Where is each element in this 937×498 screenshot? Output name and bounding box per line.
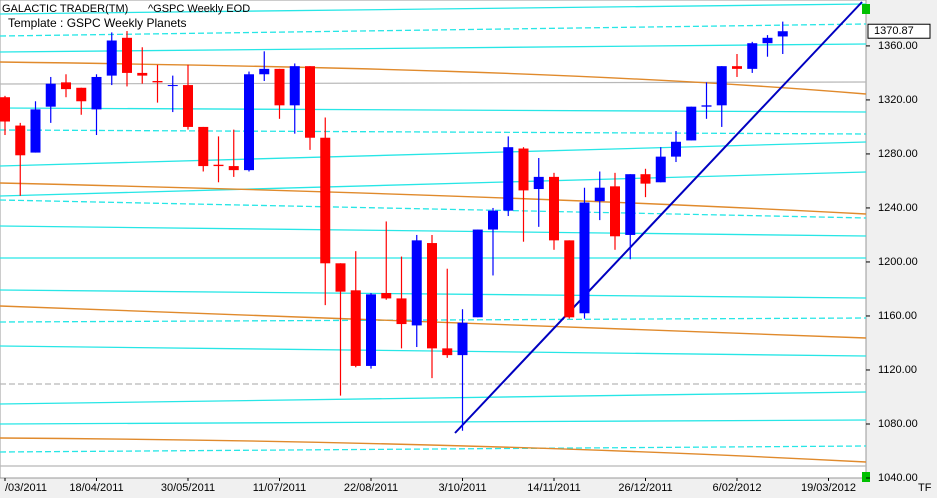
y-tick-label: 1280.00	[878, 148, 918, 160]
last-price-box	[867, 23, 931, 39]
y-tick-label: 1040.00	[878, 472, 918, 484]
y-tick-label: 1240.00	[878, 202, 918, 214]
y-tick-label: 1120.00	[878, 364, 917, 376]
candle-body	[701, 105, 712, 107]
planet-line	[0, 23, 867, 37]
candle-body	[762, 37, 773, 44]
candle-body	[427, 243, 437, 349]
planet-line	[0, 129, 867, 135]
x-tick-label: 22/08/2011	[344, 482, 398, 494]
candle-body	[152, 81, 163, 83]
candle-body	[320, 137, 331, 264]
planet-line	[0, 445, 867, 453]
trend-line	[454, 1, 863, 434]
candle-body	[335, 263, 346, 292]
x-tick-label: 26/12/2011	[618, 482, 672, 494]
planet-line	[0, 199, 867, 219]
planet-line	[0, 3, 867, 15]
planet-curve	[0, 437, 867, 463]
candle-body	[167, 85, 178, 87]
x-tick-label: 6/02/2012	[713, 482, 762, 494]
candle-body	[213, 164, 224, 167]
candle-body	[594, 187, 605, 202]
candle-body	[381, 293, 392, 299]
x-tick-label: 19/03/2012	[801, 482, 856, 494]
last-price-label: 1370.87	[874, 25, 914, 37]
candle-body	[106, 40, 117, 76]
candle-body	[45, 83, 56, 107]
marker	[862, 4, 870, 14]
planet-line	[0, 225, 867, 237]
candle-body	[579, 202, 590, 314]
x-tick-label: 30/05/2011	[161, 482, 215, 494]
y-tick-label: 1160.00	[878, 310, 917, 322]
candle-body	[488, 210, 498, 230]
x-tick-label: 3/10/2011	[438, 482, 486, 494]
candle-body	[183, 85, 193, 127]
candle-body	[30, 109, 41, 153]
planet-line	[0, 391, 867, 405]
y-tick-label: 1200.00	[878, 256, 918, 268]
candle-body	[625, 174, 636, 235]
candle-body	[244, 74, 254, 171]
x-tick-label: 14/11/2011	[527, 482, 580, 494]
candle-body	[198, 126, 209, 167]
candle-body	[686, 106, 697, 141]
x-tick-label: 18/04/2011	[69, 482, 123, 494]
template-label: Template : GSPC Weekly Planets	[8, 16, 187, 30]
candle-body	[442, 348, 453, 356]
x-tick-label: /03/2011	[5, 482, 47, 494]
candle-body	[259, 68, 270, 75]
x-tick-label: 11/07/2011	[253, 482, 306, 494]
planet-curve	[0, 305, 867, 339]
candle-body	[122, 37, 132, 73]
planet-lines	[0, 1, 867, 467]
chart-subtitle: ^GSPC Weekly EOD	[148, 3, 250, 15]
candle-body	[671, 141, 681, 157]
candle-body	[274, 68, 285, 106]
y-tick-label: 1080.00	[878, 418, 918, 430]
candle-body	[503, 147, 514, 211]
candle-body	[76, 87, 87, 102]
planet-line	[0, 141, 867, 167]
candle-body	[472, 229, 483, 318]
candle-body	[655, 156, 666, 183]
planet-curve	[0, 182, 867, 215]
marker	[862, 472, 870, 482]
candle-body	[457, 322, 468, 356]
corner-label: TF	[918, 482, 932, 494]
candle-body	[747, 43, 758, 69]
candle-body	[564, 240, 575, 318]
candle-body	[411, 240, 422, 326]
candle-body	[228, 166, 239, 171]
candle-body	[732, 66, 742, 69]
candle-body	[0, 97, 10, 122]
candle-body	[289, 66, 300, 106]
candle-body	[777, 31, 788, 37]
chart-title: GALACTIC TRADER(TM)	[2, 3, 128, 15]
planet-line	[0, 171, 867, 197]
candle-body	[640, 174, 651, 184]
candle-body	[549, 176, 559, 241]
planet-line	[0, 43, 867, 53]
candle-body	[350, 290, 361, 366]
y-tick-label: 1360.00	[878, 40, 918, 52]
candle-body	[137, 72, 148, 76]
candle-body	[518, 148, 529, 191]
candle-body	[716, 66, 727, 106]
candle-body	[61, 82, 71, 90]
candle-body	[366, 294, 376, 366]
planet-line	[0, 345, 867, 357]
candle-body	[15, 125, 26, 156]
candle-body	[610, 186, 620, 237]
candle-body	[396, 298, 407, 325]
candle-body	[91, 76, 102, 110]
candle-body	[533, 176, 544, 190]
planet-line	[0, 419, 867, 425]
y-tick-label: 1320.00	[878, 94, 918, 106]
candle-body	[305, 66, 315, 138]
